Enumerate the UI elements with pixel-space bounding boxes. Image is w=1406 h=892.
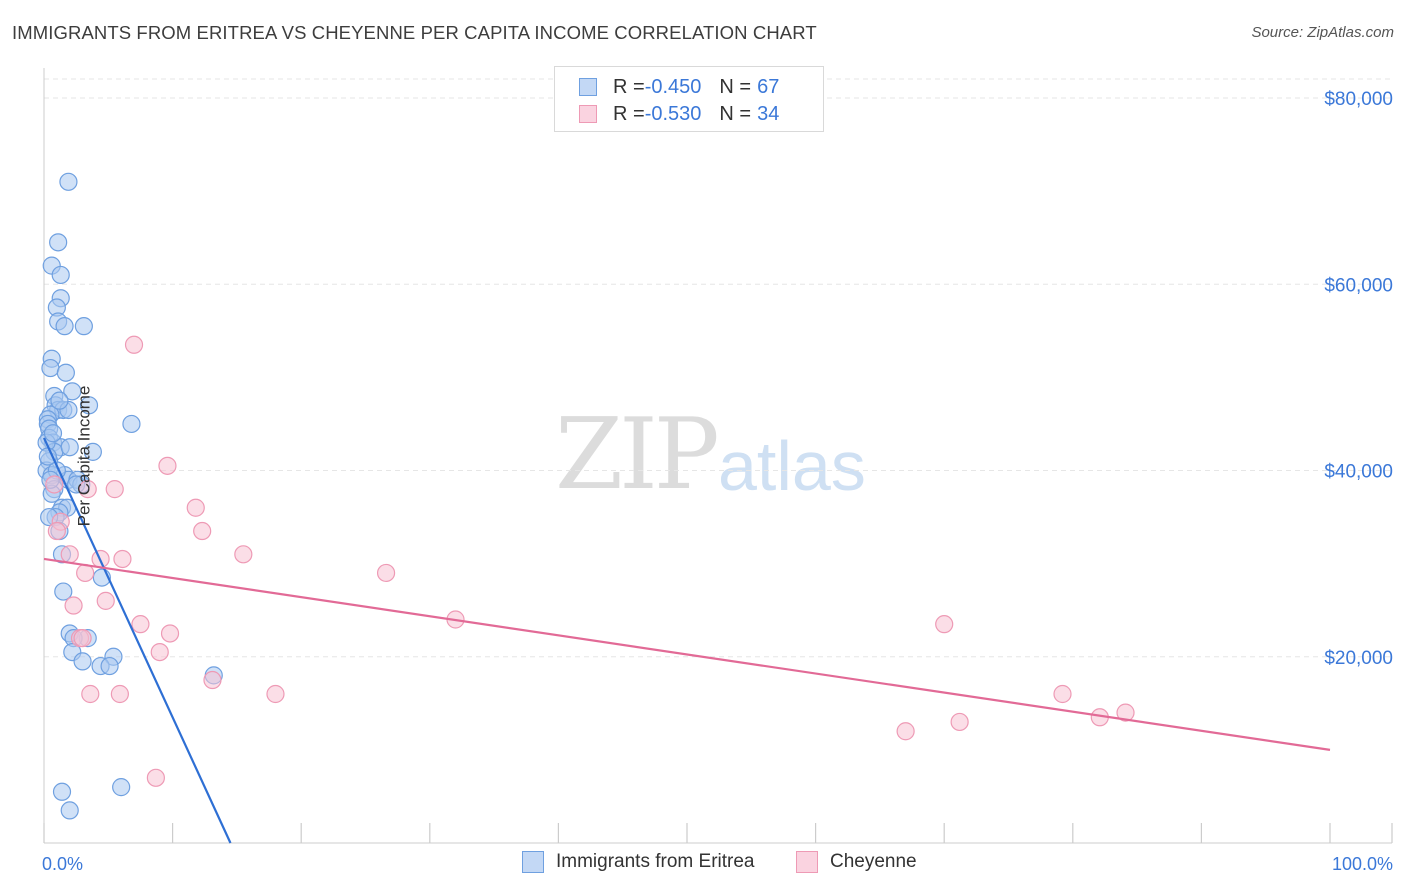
cheyenne-point <box>1053 684 1072 704</box>
eritrea-point <box>74 317 93 336</box>
cheyenne-point <box>47 521 66 541</box>
watermark-zip: ZIP <box>555 398 720 512</box>
eritrea-point <box>52 782 72 801</box>
legend-item-cheyenne: Cheyenne <box>796 851 917 873</box>
eritrea-point <box>83 442 102 461</box>
eritrea-point <box>122 414 141 434</box>
series-legend: Immigrants from Eritrea Cheyenne <box>0 851 1406 877</box>
eritrea-point <box>100 656 119 676</box>
legend-item-eritrea: Immigrants from Eritrea <box>522 851 754 873</box>
legend-row-cheyenne: R = -0.530 N = 34 <box>579 101 779 127</box>
cheyenne-point <box>150 642 169 662</box>
cheyenne-point <box>266 684 285 704</box>
r-value: -0.530 <box>644 102 702 125</box>
n-label: N = <box>719 102 752 125</box>
eritrea-point <box>51 265 70 285</box>
cheyenne-point <box>193 521 212 541</box>
cheyenne-point <box>113 549 132 569</box>
cheyenne-point <box>203 670 222 690</box>
cheyenne-point <box>110 684 129 704</box>
eritrea-point <box>73 652 92 671</box>
cheyenne-trend-line <box>43 557 1331 751</box>
eritrea-point <box>63 382 82 401</box>
n-value: 34 <box>757 102 780 125</box>
cheyenne-swatch <box>796 851 818 873</box>
cheyenne-point <box>78 480 97 499</box>
legend-row-eritrea: R = -0.450 N = 67 <box>579 74 779 100</box>
cheyenne-point <box>950 712 969 732</box>
cheyenne-point <box>45 475 64 494</box>
n-value: 67 <box>757 75 780 98</box>
watermark-atlas: atlas <box>718 427 866 505</box>
cheyenne-point <box>73 629 92 648</box>
cheyenne-point <box>60 545 79 564</box>
eritrea-swatch <box>522 851 544 873</box>
r-label: R = <box>613 75 645 98</box>
eritrea-trend-line <box>43 437 232 844</box>
eritrea-point <box>59 172 78 191</box>
cheyenne-point <box>376 563 396 583</box>
cheyenne-point <box>896 722 915 741</box>
eritrea-point <box>60 801 79 820</box>
cheyenne-point <box>96 591 115 610</box>
y-tick-label: $80,000 <box>1324 89 1393 110</box>
cheyenne-point <box>146 768 165 787</box>
cheyenne-point <box>131 615 150 634</box>
eritrea-point <box>56 363 75 382</box>
y-axis-label: Per Capita Income <box>74 385 94 527</box>
chart-title: IMMIGRANTS FROM ERITREA VS CHEYENNE PER … <box>12 22 817 43</box>
cheyenne-point <box>124 335 144 354</box>
cheyenne-point <box>105 480 124 499</box>
x-tick-label: 100.0% <box>1332 854 1393 874</box>
y-tick-label: $20,000 <box>1324 648 1393 669</box>
eritrea-point <box>41 358 60 378</box>
cheyenne-point <box>81 684 100 704</box>
eritrea-swatch <box>579 78 597 96</box>
cheyenne-point <box>935 615 954 634</box>
r-value: -0.450 <box>644 75 702 98</box>
cheyenne-point <box>158 456 177 475</box>
x-tick-label: 0.0% <box>42 854 83 874</box>
eritrea-point <box>60 438 79 457</box>
correlation-legend: R = -0.450 N = 67 R = -0.530 N = 34 <box>554 66 824 132</box>
source-credit: Source: ZipAtlas.com <box>1251 24 1394 41</box>
cheyenne-point <box>1116 703 1135 722</box>
y-tick-label: $60,000 <box>1324 275 1393 296</box>
cheyenne-swatch <box>579 105 597 123</box>
eritrea-point <box>50 391 69 410</box>
eritrea-point <box>38 447 57 466</box>
cheyenne-point <box>64 596 83 615</box>
cheyenne-point <box>186 498 205 517</box>
r-label: R = <box>613 102 645 125</box>
y-tick-label: $40,000 <box>1324 462 1393 483</box>
eritrea-point <box>49 233 68 252</box>
eritrea-point <box>54 582 73 601</box>
n-label: N = <box>719 75 752 98</box>
eritrea-point <box>55 317 74 336</box>
eritrea-point <box>79 396 99 415</box>
cheyenne-point <box>234 545 253 564</box>
eritrea-point <box>43 424 63 443</box>
cheyenne-point <box>160 624 180 643</box>
legend-label-cheyenne: Cheyenne <box>830 851 917 872</box>
eritrea-point <box>112 778 131 797</box>
legend-label-eritrea: Immigrants from Eritrea <box>556 851 755 872</box>
